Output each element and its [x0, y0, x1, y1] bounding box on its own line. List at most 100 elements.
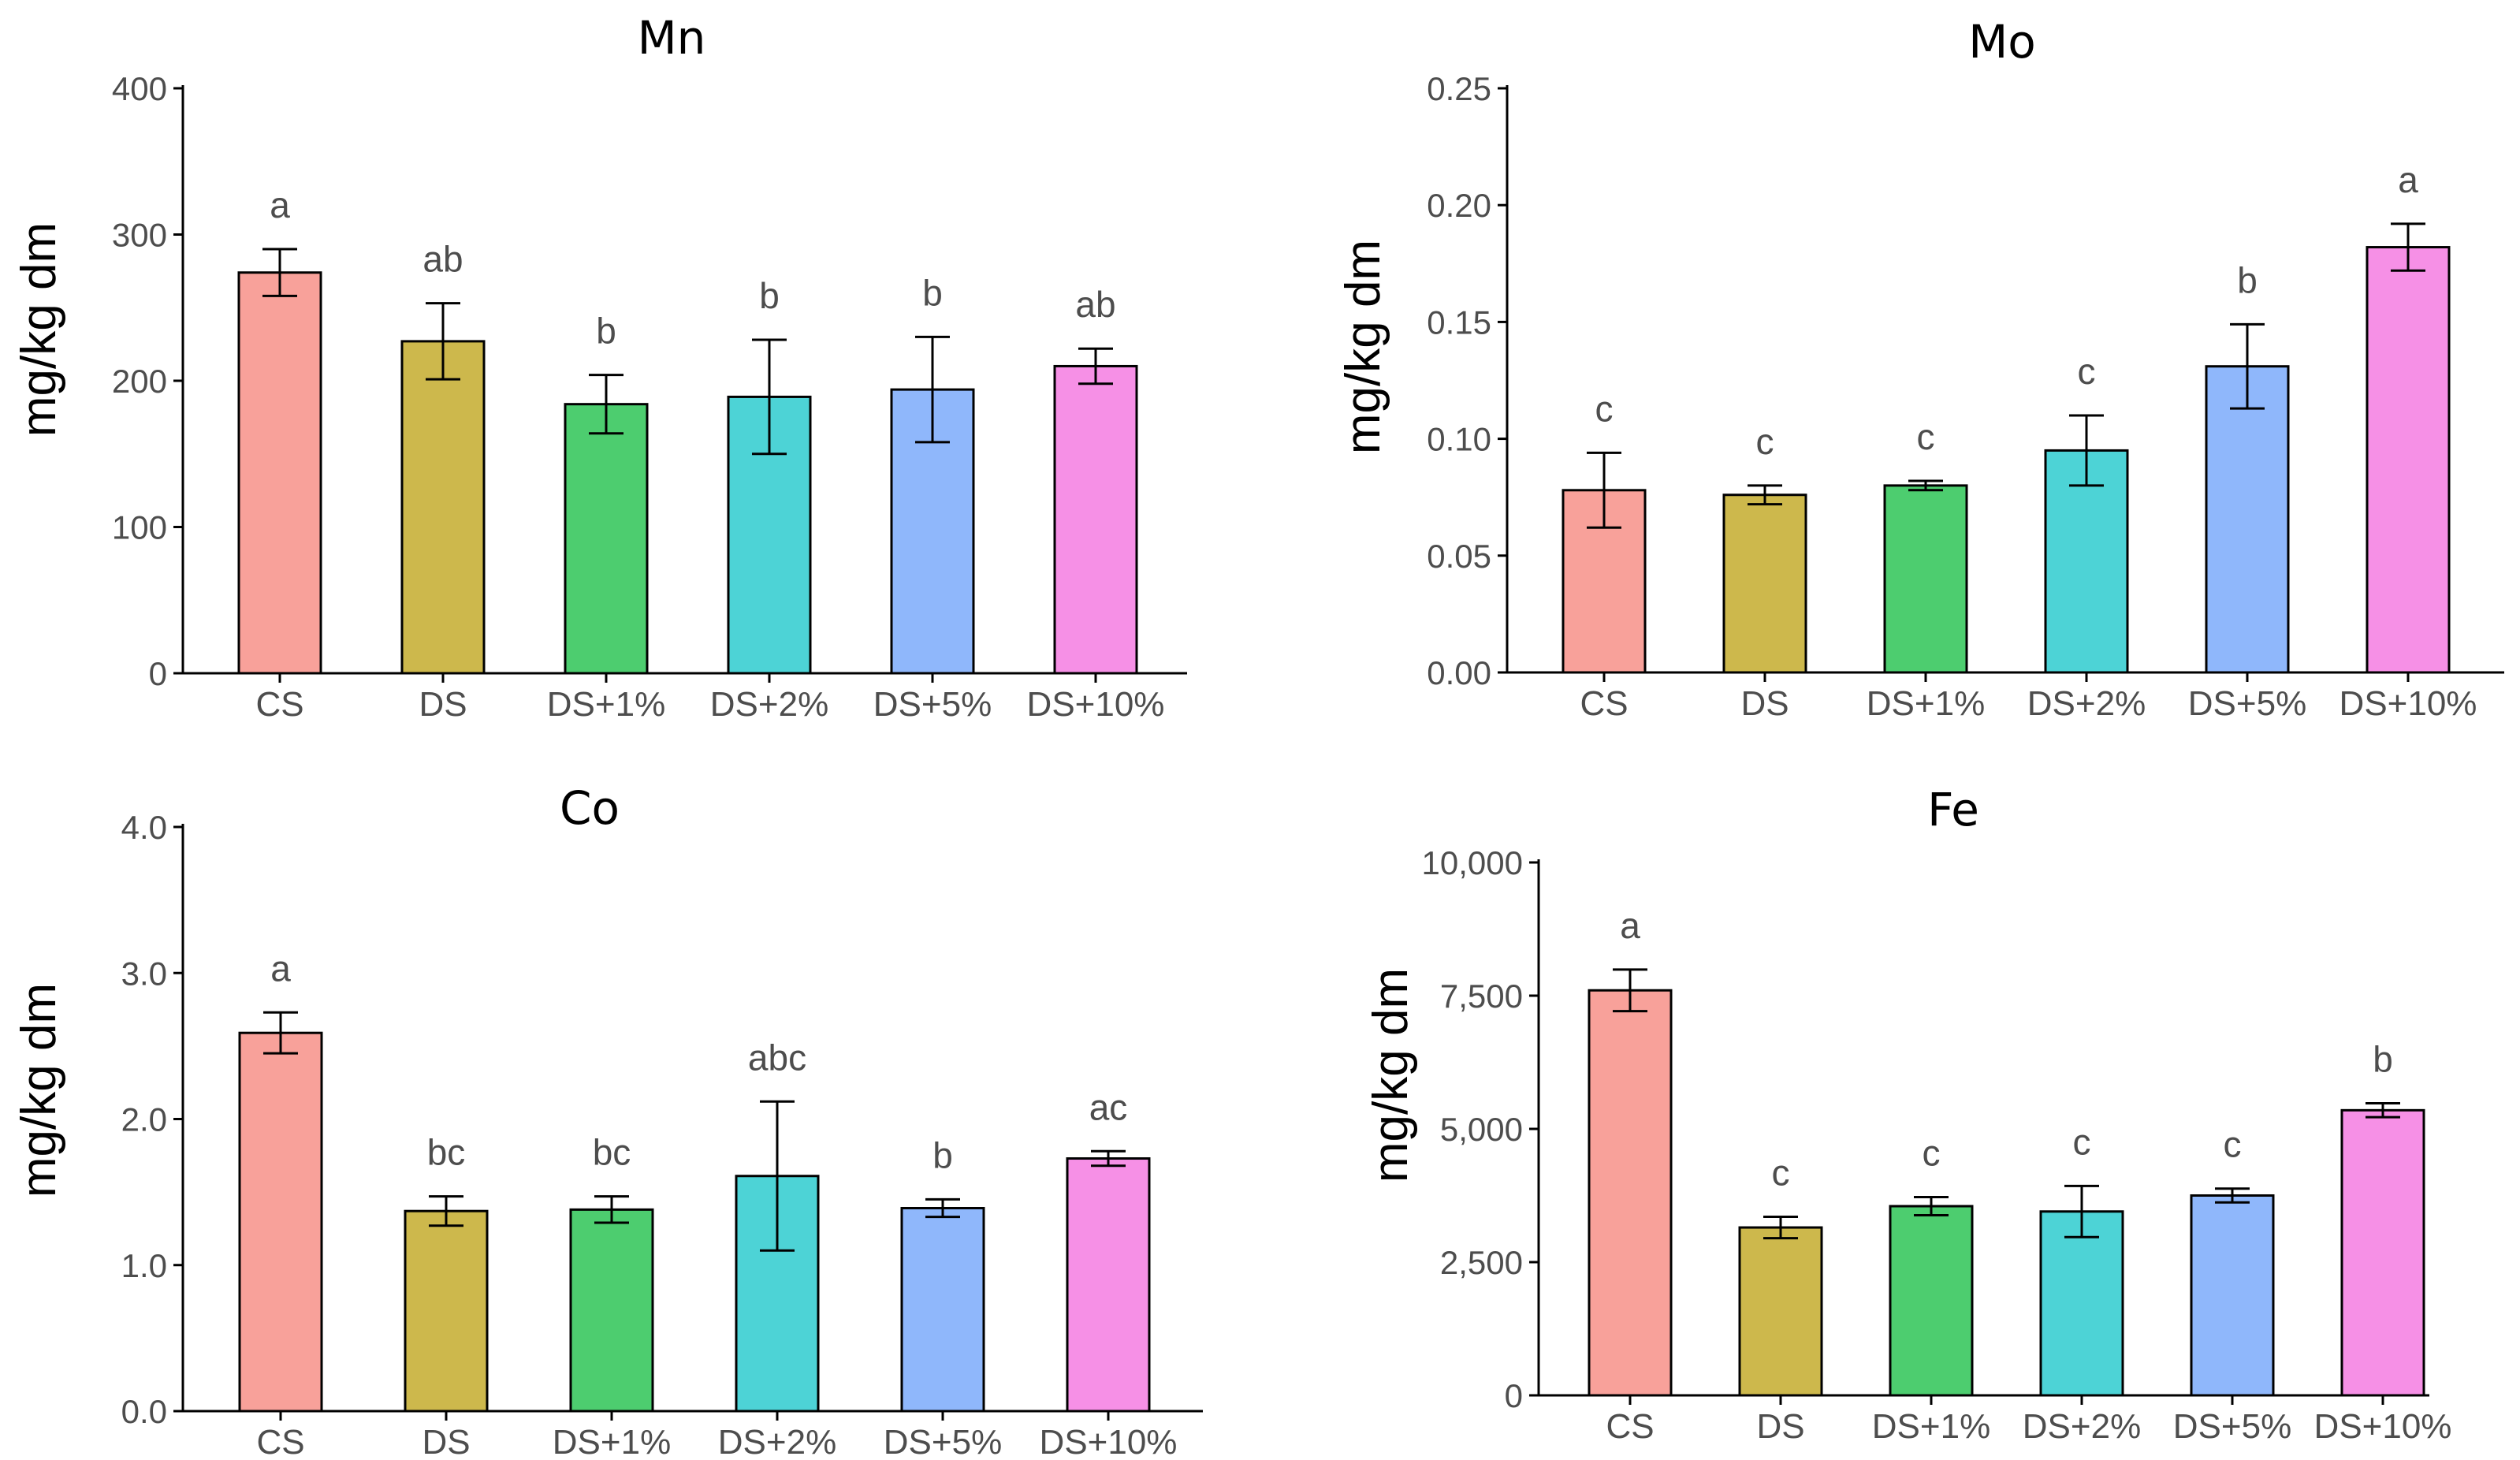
bar — [2039, 1210, 2124, 1397]
y-tick-label: 0.25 — [1427, 70, 1491, 107]
bar — [2340, 1108, 2425, 1397]
bar — [1066, 1157, 1151, 1413]
y-tick-label: 7,500 — [1440, 978, 1523, 1015]
significance-letter: c — [1595, 388, 1614, 429]
bar — [564, 403, 649, 675]
bar — [2205, 365, 2290, 674]
x-tick-label: DS — [1740, 684, 1789, 723]
bar — [1722, 493, 1807, 674]
significance-letter: a — [270, 948, 291, 989]
x-tick-label: DS+10% — [1027, 685, 1165, 724]
x-tick-label: DS — [1756, 1407, 1804, 1446]
y-axis-label: mg/kg dm — [1336, 240, 1390, 454]
significance-letter: b — [2237, 259, 2258, 300]
significance-letter: b — [932, 1134, 953, 1175]
bar — [237, 271, 322, 675]
significance-letter: ac — [1089, 1086, 1128, 1127]
x-tick-label: DS+1% — [553, 1423, 671, 1460]
x-tick-label: DS+5% — [2173, 1407, 2291, 1446]
x-tick-label: DS+1% — [1872, 1407, 1990, 1446]
chart-title: Mo — [1968, 15, 2036, 69]
x-tick-label: CS — [256, 1423, 304, 1460]
y-tick-label: 400 — [112, 70, 167, 107]
bar — [2190, 1194, 2275, 1397]
x-tick-label: DS+2% — [710, 685, 828, 724]
x-tick-label: DS+1% — [1867, 684, 1985, 723]
y-tick-label: 2.0 — [121, 1101, 167, 1138]
y-tick-label: 0.0 — [121, 1393, 167, 1430]
significance-letter: ab — [1075, 284, 1115, 325]
y-tick-label: 0.10 — [1427, 421, 1491, 458]
y-tick-label: 4.0 — [121, 809, 167, 846]
x-tick-label: DS+5% — [884, 1423, 1002, 1460]
chart-title: Fe — [1927, 783, 1979, 836]
bar — [1588, 989, 1673, 1397]
x-tick-label: DS+2% — [2027, 684, 2146, 723]
significance-letter: b — [759, 275, 780, 316]
bar — [1738, 1226, 1823, 1397]
x-tick-label: DS+5% — [2188, 684, 2306, 723]
y-tick-label: 0.15 — [1427, 304, 1491, 341]
significance-letter: a — [2398, 159, 2418, 200]
panel-fe: Fe mg/kg dm 0 2,500 5,000 7,500 10,000 a CS c DS c D… — [1364, 783, 2451, 1446]
x-tick-label: DS — [422, 1423, 470, 1460]
bar — [569, 1208, 654, 1413]
y-tick-label: 0.05 — [1427, 538, 1491, 575]
x-tick-label: CS — [1580, 684, 1628, 723]
y-tick-label: 1.0 — [121, 1247, 167, 1284]
bar — [400, 340, 486, 675]
y-tick-label: 0.00 — [1427, 654, 1491, 691]
x-tick-label: CS — [255, 685, 303, 724]
bar — [1883, 484, 1968, 674]
y-tick-label: 0.20 — [1427, 187, 1491, 224]
significance-letter: c — [1917, 416, 1935, 457]
significance-letter: c — [2224, 1124, 2242, 1165]
significance-letter: c — [2073, 1121, 2091, 1162]
y-tick-label: 5,000 — [1440, 1111, 1523, 1148]
y-tick-label: 0 — [149, 655, 167, 692]
significance-letter: a — [270, 184, 290, 225]
y-axis-label: mg/kg dm — [1364, 968, 1418, 1183]
x-tick-label: DS+10% — [2339, 684, 2477, 723]
significance-letter: b — [596, 311, 616, 352]
bar — [404, 1209, 489, 1413]
significance-letter: b — [922, 272, 943, 313]
y-tick-label: 300 — [112, 217, 167, 254]
significance-letter: c — [2078, 351, 2096, 392]
bar — [2366, 246, 2451, 674]
y-tick-label: 3.0 — [121, 955, 167, 992]
y-axis-label: mg/kg dm — [12, 222, 66, 437]
significance-letter: c — [1772, 1153, 1790, 1194]
x-tick-label: DS+5% — [873, 685, 992, 724]
significance-letter: bc — [427, 1132, 466, 1173]
y-tick-label: 200 — [112, 363, 167, 400]
panel-co: Co mg/kg dm 0.0 1.0 2.0 3.0 4.0 a CS bc DS bc DS+1% a… — [12, 781, 1203, 1460]
x-tick-label: DS+10% — [1040, 1423, 1178, 1460]
x-tick-label: CS — [1606, 1407, 1654, 1446]
x-tick-label: DS+10% — [2314, 1407, 2452, 1446]
x-tick-label: DS+1% — [547, 685, 665, 724]
significance-letter: ab — [422, 239, 463, 280]
significance-letter: b — [2373, 1039, 2393, 1080]
bar — [900, 1207, 985, 1413]
x-tick-label: DS+2% — [2023, 1407, 2141, 1446]
y-tick-label: 10,000 — [1422, 844, 1523, 881]
y-tick-label: 100 — [112, 509, 167, 546]
y-axis-label: mg/kg dm — [12, 983, 66, 1197]
x-tick-label: DS — [419, 685, 467, 724]
bar — [238, 1031, 323, 1413]
x-tick-label: DS+2% — [718, 1423, 836, 1460]
significance-letter: c — [1756, 421, 1774, 462]
significance-letter: a — [1620, 905, 1640, 946]
bar — [1053, 364, 1138, 675]
chart-title: Mn — [638, 11, 706, 65]
panel-mo: Mo mg/kg dm 0.00 0.05 0.10 0.15 0.20 0.25 c CS c DS… — [1336, 15, 2504, 723]
significance-letter: abc — [748, 1037, 806, 1078]
y-tick-label: 0 — [1505, 1377, 1523, 1414]
chart-title: Co — [560, 781, 620, 835]
panel-mn: Mn mg/kg dm 0 100 200 300 400 a CS ab DS b DS+1% b DS+… — [12, 11, 1187, 724]
significance-letter: c — [1923, 1133, 1941, 1174]
y-tick-label: 2,500 — [1440, 1244, 1523, 1281]
bar — [1889, 1205, 1974, 1397]
